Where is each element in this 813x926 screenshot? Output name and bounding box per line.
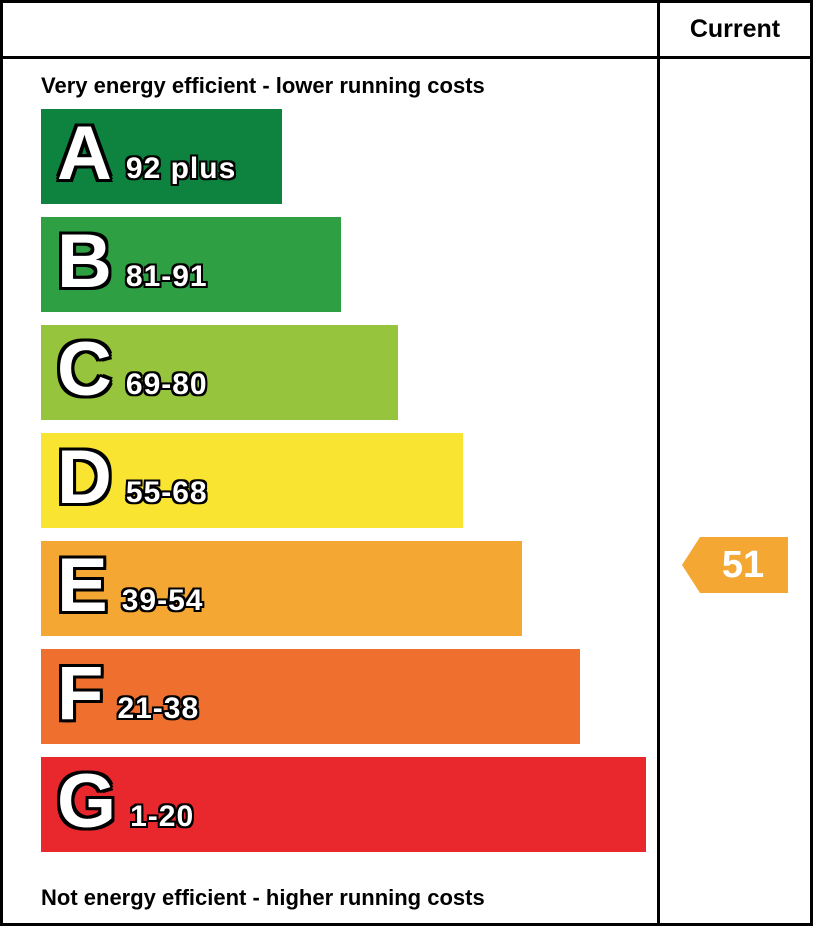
- band-e-letter: E: [57, 542, 108, 628]
- current-rating-column: Current 51: [660, 3, 810, 923]
- current-header: Current: [660, 3, 810, 59]
- band-g-range: 1-20: [130, 799, 195, 833]
- band-b-letter: B: [57, 218, 112, 304]
- header-spacer: [3, 3, 657, 59]
- band-d-range: 55-68: [125, 475, 208, 509]
- current-pointer-area: 51: [660, 59, 810, 923]
- band-g: G 1-20: [41, 757, 646, 852]
- band-b: B 81-91: [41, 217, 341, 312]
- band-f: F 21-38: [41, 649, 580, 744]
- band-b-range: 81-91: [125, 259, 208, 293]
- band-d-letter: D: [57, 434, 112, 520]
- band-f-range: 21-38: [117, 691, 200, 725]
- rating-scale-body: Very energy efficient - lower running co…: [3, 59, 657, 923]
- band-d: D 55-68: [41, 433, 463, 528]
- band-e-range: 39-54: [121, 583, 204, 617]
- rating-bands: A 92 plus B 81-91 C 69-80 D 55-68 E 39: [41, 109, 657, 852]
- band-a: A 92 plus: [41, 109, 282, 204]
- top-caption: Very energy efficient - lower running co…: [41, 73, 485, 98]
- band-e: E 39-54: [41, 541, 522, 636]
- current-rating-pointer: 51: [682, 537, 788, 593]
- band-f-letter: F: [57, 650, 104, 736]
- band-c-letter: C: [57, 326, 112, 412]
- bottom-caption: Not energy efficient - higher running co…: [41, 885, 485, 910]
- current-rating-value: 51: [721, 543, 765, 586]
- band-a-range: 92 plus: [125, 151, 237, 185]
- band-c: C 69-80: [41, 325, 398, 420]
- band-c-range: 69-80: [125, 367, 208, 401]
- rating-scale-column: Very energy efficient - lower running co…: [3, 3, 660, 923]
- band-a-letter: A: [57, 110, 112, 196]
- band-g-letter: G: [57, 758, 117, 844]
